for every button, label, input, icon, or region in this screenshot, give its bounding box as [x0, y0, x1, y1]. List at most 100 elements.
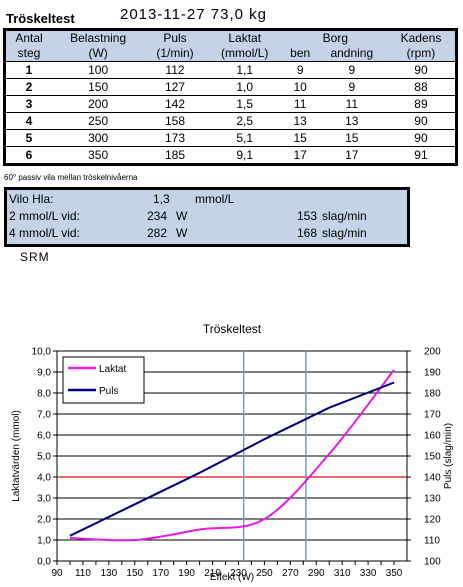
x-tick-label: 310 [334, 568, 351, 579]
table-cell: 112 [144, 61, 206, 79]
x-tick-label: 110 [75, 568, 91, 579]
table-cell: 1 [4, 61, 52, 79]
col-load-line2: (W) [52, 46, 145, 62]
series-line-laktat [69, 369, 395, 542]
x-tick-label: 270 [282, 568, 299, 579]
legend-box [62, 356, 145, 404]
table-cell: 1,0 [205, 78, 284, 96]
col-lactate-line1: Laktat [205, 29, 284, 46]
rest-note: 60° passiv vila mellan tröskelnivåerna [4, 173, 138, 182]
legend-label-puls: Puls [99, 386, 118, 397]
table-cell: 9 [316, 61, 387, 79]
table-cell: 350 [52, 146, 145, 165]
table-cell: 9 [316, 78, 387, 96]
rest-lactate-label: Vilo Hla: [9, 192, 54, 206]
col-cadence-line2: (rpm) [386, 46, 457, 62]
legend-label-laktat: Laktat [99, 364, 126, 375]
table-cell: 11 [283, 95, 317, 113]
table-cell: 90 [386, 129, 457, 147]
table-body: 1 100 112 1,1 9 9 90 2 150 127 1,0 10 9 88 3 200 142 1,5 1… [4, 61, 457, 165]
table-row: 5 300 173 5,1 15 15 90 [4, 129, 457, 147]
table-cell: 13 [283, 112, 317, 130]
test-date-weight: 2013-11-27 73,0 kg [120, 6, 267, 23]
col-steps-line2: steg [4, 46, 52, 62]
table-row: 1 100 112 1,1 9 9 90 [4, 61, 457, 79]
table-cell: 88 [386, 78, 457, 96]
y-tick-label: 0,0 [37, 557, 51, 568]
table-cell: 150 [52, 78, 145, 96]
table-cell: 2 [4, 78, 52, 96]
table-cell: 185 [144, 146, 206, 165]
col-borg-line1: Borg [283, 29, 387, 46]
col-borg-legs: ben [283, 46, 317, 62]
threshold-2-hr: 153 [297, 209, 318, 223]
table-cell: 17 [316, 146, 387, 165]
y2-tick-label: 120 [424, 515, 441, 526]
series-line-puls [69, 381, 395, 537]
x-tick-label: 230 [230, 568, 247, 579]
x-tick-label: 350 [386, 568, 403, 579]
table-cell: 89 [386, 95, 457, 113]
results-box: Vilo Hla: 1,3 mmol/L 2 mmol/L vid: 234 W… [4, 187, 410, 247]
threshold-2-watt: 234 [147, 209, 168, 223]
table-row: 2 150 127 1,0 10 9 88 [4, 78, 457, 96]
threshold-4-watt: 282 [147, 226, 168, 240]
threshold-2-watt-unit: W [176, 209, 188, 223]
threshold-2-label: 2 mmol/L vid: [9, 209, 80, 223]
y2-tick-label: 190 [424, 368, 441, 379]
table-cell: 300 [52, 129, 145, 147]
threshold-4-row: 4 mmol/L vid: 282 W 168 slag/min [7, 225, 407, 242]
y-tick-label: 5,0 [37, 452, 51, 463]
table-cell: 173 [144, 129, 206, 147]
y-tick-label: 3,0 [37, 494, 51, 505]
srm-label: SRM [20, 250, 50, 264]
table-row: 6 350 185 9,1 17 17 91 [4, 146, 457, 165]
table-cell: 158 [144, 112, 206, 130]
x-tick-label: 130 [101, 568, 118, 579]
col-pulse-line2: (1/min) [144, 46, 206, 62]
threshold-4-label: 4 mmol/L vid: [9, 226, 80, 240]
y2-tick-label: 150 [424, 452, 441, 463]
threshold-4-hr-unit: slag/min [322, 226, 367, 240]
y-tick-label: 7,0 [37, 410, 51, 421]
table-cell: 127 [144, 78, 206, 96]
x-tick-label: 210 [204, 568, 221, 579]
col-borg-breathing: andning [316, 46, 387, 62]
col-steps-line1: Antal [4, 29, 52, 46]
y2-tick-label: 130 [424, 494, 441, 505]
table-cell: 200 [52, 95, 145, 113]
test-table: Antal Belastning Puls Laktat Borg Kadens… [3, 28, 458, 166]
table-cell: 5,1 [205, 129, 284, 147]
table-header: Antal Belastning Puls Laktat Borg Kadens… [4, 29, 457, 62]
table-cell: 2,5 [205, 112, 284, 130]
y2-axis-label: Puls (slag/min) [443, 423, 454, 489]
y2-tick-label: 100 [424, 557, 441, 568]
col-load-line1: Belastning [52, 29, 145, 46]
y-axis-label: Laktatvärden (mmol) [11, 410, 22, 502]
x-tick-label: 90 [51, 568, 63, 579]
x-tick-label: 290 [308, 568, 325, 579]
col-lactate-line2: (mmol/L) [205, 46, 284, 62]
table-cell: 5 [4, 129, 52, 147]
col-pulse-line1: Puls [144, 29, 206, 46]
table-cell: 91 [386, 146, 457, 165]
threshold-4-watt-unit: W [176, 226, 188, 240]
threshold-2-hr-unit: slag/min [322, 209, 367, 223]
x-axis-label: Effekt (W) [210, 572, 254, 583]
x-tick-label: 190 [178, 568, 195, 579]
table-cell: 90 [386, 112, 457, 130]
y2-tick-label: 170 [424, 410, 441, 421]
y-tick-label: 8,0 [37, 389, 51, 400]
table-cell: 1,1 [205, 61, 284, 79]
x-tick-label: 170 [152, 568, 169, 579]
y-tick-label: 10,0 [32, 347, 52, 358]
threshold-4-hr: 168 [297, 226, 318, 240]
table-cell: 250 [52, 112, 145, 130]
table-row: 4 250 158 2,5 13 13 90 [4, 112, 457, 130]
table-cell: 4 [4, 112, 52, 130]
y2-tick-label: 180 [424, 389, 441, 400]
table-cell: 142 [144, 95, 206, 113]
rest-lactate-row: Vilo Hla: 1,3 mmol/L [7, 191, 407, 208]
threshold-2-row: 2 mmol/L vid: 234 W 153 slag/min [7, 208, 407, 225]
